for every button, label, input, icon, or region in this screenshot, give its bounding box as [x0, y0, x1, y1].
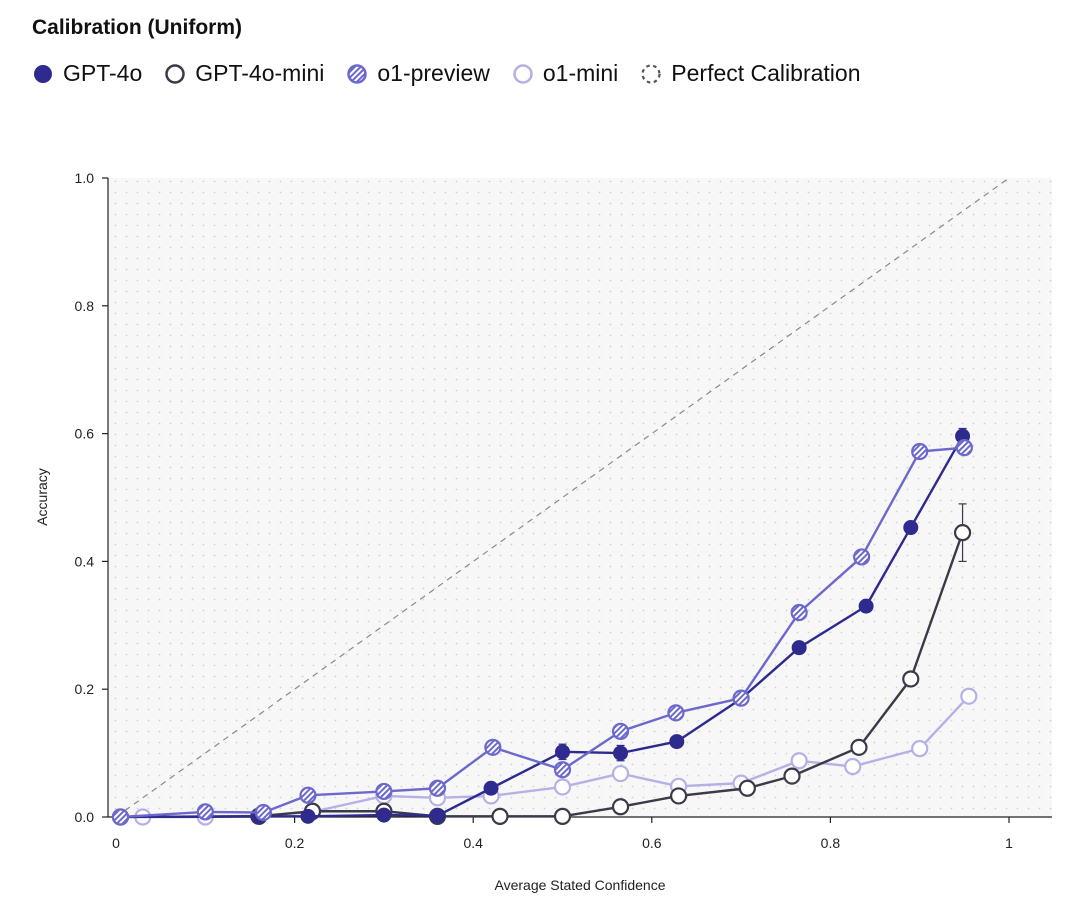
data-point [669, 787, 688, 805]
data-point [375, 782, 393, 801]
data-point [732, 689, 750, 707]
x-tick-label: 1 [1005, 835, 1013, 851]
legend-item-perfect-calibration: Perfect Calibration [640, 60, 860, 87]
data-point [669, 734, 685, 750]
data-point [903, 520, 919, 536]
legend-item-o1-preview: o1-preview [346, 60, 490, 87]
legend-marker-open-light-icon [513, 63, 533, 84]
x-tick-label: 0.2 [285, 835, 305, 851]
data-point [783, 767, 801, 785]
x-tick-label: 0.4 [463, 835, 483, 851]
x-tick-label: 0 [112, 835, 120, 851]
data-point [953, 524, 972, 542]
y-tick-label: 1.0 [75, 170, 95, 186]
data-point [738, 779, 756, 797]
legend-label-perfect-calibration: Perfect Calibration [671, 60, 861, 86]
data-point [555, 744, 570, 760]
x-tick-label: 0.6 [642, 835, 662, 851]
data-point [254, 803, 272, 822]
data-point [960, 687, 978, 705]
legend-label-o1-mini: o1-mini [542, 60, 619, 86]
perfect-calibration-line [115, 177, 1010, 818]
y-tick-label: 0.2 [75, 681, 95, 697]
legend-marker-hatched-icon [347, 63, 368, 84]
y-tick-label: 0.0 [75, 809, 95, 825]
series-line [120, 532, 964, 819]
legend-item-o1-mini: o1-mini [512, 60, 618, 87]
y-tick-label: 0.6 [75, 426, 95, 442]
data-point [790, 752, 808, 770]
data-point [483, 780, 499, 796]
data-point [300, 808, 316, 824]
x-axis-label: Average Stated Confidence [495, 877, 666, 893]
data-point [955, 439, 973, 457]
data-point [853, 548, 871, 566]
data-point [613, 745, 629, 761]
data-point [484, 738, 502, 756]
data-point [111, 808, 130, 826]
legend-label-gpt-4o: GPT-4o [63, 60, 143, 86]
legend-label-gpt-4o-mini: GPT-4o-mini [195, 60, 325, 86]
data-point [553, 761, 572, 779]
legend-marker-dashed-icon [641, 63, 661, 84]
data-point [428, 779, 447, 797]
legend-item-gpt-4o-mini: GPT-4o-mini [164, 60, 324, 87]
x-tick-label: 0.8 [821, 835, 841, 851]
chart-title: Calibration (Uniform) [32, 16, 242, 39]
series-line [120, 435, 964, 819]
data-point [611, 798, 630, 816]
data-point [844, 757, 862, 776]
legend-marker-open-icon [165, 63, 186, 84]
data-point [299, 786, 317, 804]
y-tick-label: 0.4 [75, 553, 95, 569]
data-point [790, 603, 808, 622]
series-gpt-4o-mini [111, 503, 972, 826]
data-point [376, 807, 392, 823]
legend-label-o1-preview: o1-preview [377, 60, 490, 86]
chart-legend: GPT-4o GPT-4o-mini o1-preview o1-mini [32, 60, 882, 87]
y-axis-label: Accuracy [34, 468, 50, 526]
data-point [196, 803, 214, 821]
data-point [858, 598, 874, 614]
data-point [429, 808, 445, 824]
data-point [902, 670, 920, 688]
data-point [667, 704, 685, 722]
data-point [553, 807, 572, 825]
y-tick-label: 0.8 [75, 298, 95, 314]
legend-marker-filled-icon [34, 64, 52, 83]
data-point [791, 640, 807, 656]
data-point [911, 740, 929, 758]
plot-background [108, 178, 1052, 817]
data-point [491, 807, 509, 825]
data-point [850, 738, 868, 756]
data-point [611, 764, 630, 783]
series-o1-preview [111, 439, 973, 826]
legend-item-gpt-4o: GPT-4o [32, 60, 142, 87]
data-point [611, 722, 630, 740]
data-point [553, 778, 572, 796]
data-point [911, 442, 929, 461]
